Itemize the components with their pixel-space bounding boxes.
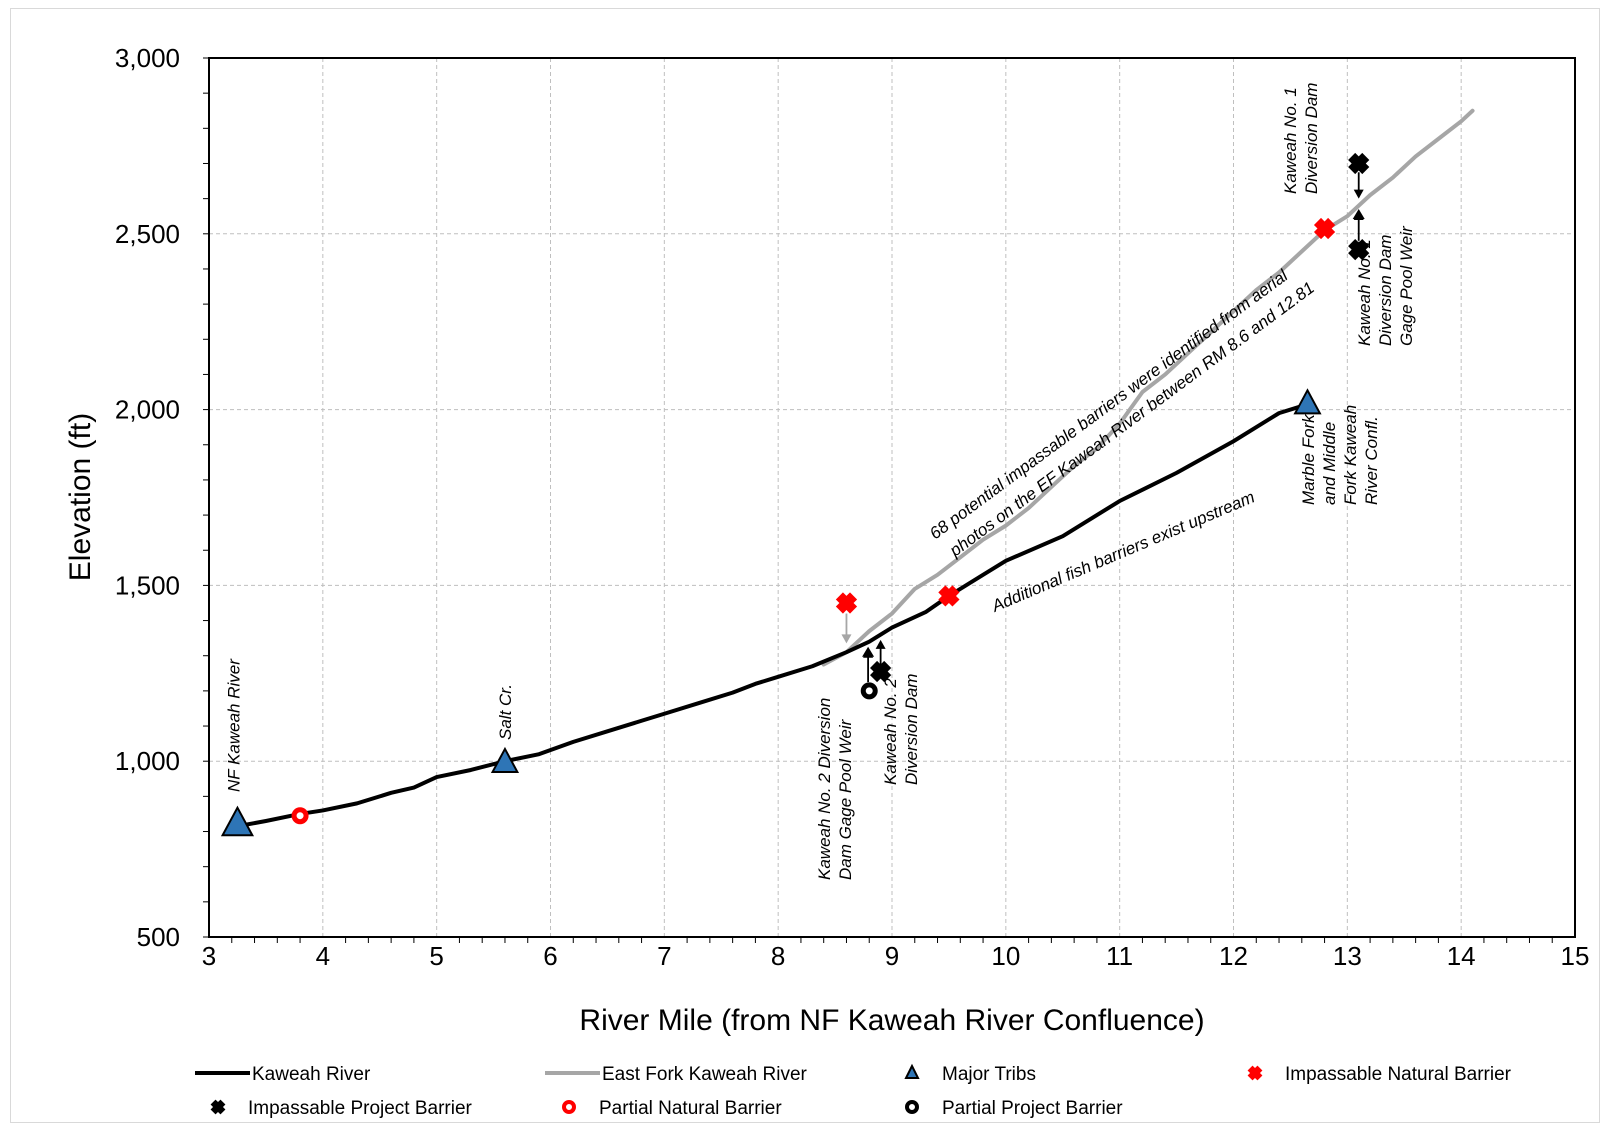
legend-label: Major Tribs xyxy=(942,1064,1036,1085)
y-tick-label: 3,000 xyxy=(115,43,180,73)
annotation-salt-cr: Salt Cr. xyxy=(496,684,515,740)
trib-pointer xyxy=(1352,208,1365,219)
y-tick-label: 2,500 xyxy=(115,219,180,249)
annotation-k2-weir: Dam Gage Pool Weir xyxy=(836,718,855,880)
annotation-k2-dam: Diversion Dam xyxy=(902,674,921,785)
x-tick-label: 7 xyxy=(657,941,671,971)
x-tick-label: 6 xyxy=(543,941,557,971)
legend-label: Impassable Project Barrier xyxy=(248,1098,473,1119)
partial-project-barrier-marker xyxy=(860,682,878,700)
annotations: NF Kaweah River Salt Cr. Kaweah No. 2 Dive… xyxy=(224,83,1416,880)
y-axis-title: Elevation (ft) xyxy=(64,413,97,581)
gridlines xyxy=(209,58,1575,937)
east-fork-kaweah-river-line xyxy=(821,108,1475,667)
x-tick-label: 3 xyxy=(202,941,216,971)
x-tick-label: 10 xyxy=(991,941,1020,971)
major-trib-marker xyxy=(1293,388,1322,415)
partial-natural-barrier-marker xyxy=(291,807,309,825)
y-tick-label: 2,000 xyxy=(115,395,180,425)
x-tick-label: 4 xyxy=(316,941,330,971)
impassable-natural-barrier-marker xyxy=(1313,217,1336,240)
legend-label: East Fork Kaweah River xyxy=(602,1064,808,1085)
x-tick-label: 5 xyxy=(429,941,443,971)
axis-ticks: 3 4 5 6 7 8 9 10 11 12 13 14 15 500 1,000 1,500 2,000 2,5… xyxy=(115,43,1590,971)
x-tick-label: 14 xyxy=(1447,941,1476,971)
x-tick-label: 8 xyxy=(771,941,785,971)
arrow-k2-dam-head xyxy=(875,639,886,649)
impassable-natural-barrier-marker xyxy=(938,585,960,607)
x-tick-label: 9 xyxy=(885,941,899,971)
annotation-k2-weir: Kaweah No. 2 Diversion xyxy=(815,698,834,880)
annotation-marble-fork: Fork Kaweah xyxy=(1341,405,1360,505)
impassable-project-barrier-marker xyxy=(1348,239,1370,261)
annotation-marble-fork: and Middle xyxy=(1320,422,1339,505)
y-tick-label: 1,000 xyxy=(115,746,180,776)
legend-label: Impassable Natural Barrier xyxy=(1285,1064,1512,1085)
impassable-project-barrier-marker xyxy=(1348,152,1370,175)
legend: Kaweah River East Fork Kaweah River Major … xyxy=(195,1063,1512,1119)
annotation-ef-barriers: photos on the EF Kaweah River between RM… xyxy=(945,278,1318,561)
major-trib-marker xyxy=(220,805,255,837)
chart-frame xyxy=(10,8,1600,1123)
legend-label: Partial Project Barrier xyxy=(942,1098,1123,1119)
major-trib-marker xyxy=(490,746,520,773)
series-lines xyxy=(235,108,1475,829)
x-tick-label: 12 xyxy=(1219,941,1248,971)
annotation-k1-dam: Kaweah No. 1 xyxy=(1281,87,1300,194)
x-tick-label: 11 xyxy=(1106,941,1133,971)
legend-swatch xyxy=(905,1100,919,1114)
annotation-k1-weir: Diversion Dam xyxy=(1376,235,1395,346)
x-tick-label: 15 xyxy=(1561,941,1590,971)
kaweah-river-line xyxy=(235,402,1310,829)
annotation-k1-dam: Diversion Dam xyxy=(1302,83,1321,194)
trib-pointer xyxy=(862,646,875,657)
legend-swatch xyxy=(1247,1065,1263,1081)
legend-swatch xyxy=(904,1063,920,1079)
legend-label: Kaweah River xyxy=(252,1064,371,1085)
plot-area-border xyxy=(208,57,1576,938)
annotation-k1-weir: Gage Pool Weir xyxy=(1397,225,1416,346)
impassable-natural-barrier-marker xyxy=(835,592,858,614)
annotation-k1-weir: Kaweah No. 1 xyxy=(1355,239,1374,346)
arrow-natural-barrier-8.6-head xyxy=(841,634,852,644)
y-tick-label: 1,500 xyxy=(115,570,180,600)
legend-label: Partial Natural Barrier xyxy=(599,1098,782,1119)
annotation-nf-kaweah-river: NF Kaweah River xyxy=(224,658,243,792)
annotation-marble-fork: River Confl. xyxy=(1362,416,1381,505)
annotation-k2-dam: Kaweah No. 2 xyxy=(881,678,900,785)
arrow-k1-dam-head xyxy=(1353,189,1364,199)
legend-swatch xyxy=(562,1100,576,1114)
barrier-arrows xyxy=(841,172,1364,683)
x-tick-label: 13 xyxy=(1333,941,1362,971)
impassable-project-barrier-marker xyxy=(870,660,892,683)
markers xyxy=(220,152,1370,837)
legend-swatch xyxy=(210,1099,226,1115)
y-tick-label: 500 xyxy=(137,922,180,952)
annotation-marble-fork: Marble Fork xyxy=(1299,413,1318,505)
x-axis-title: River Mile (from NF Kaweah River Conflue… xyxy=(579,1004,1204,1037)
